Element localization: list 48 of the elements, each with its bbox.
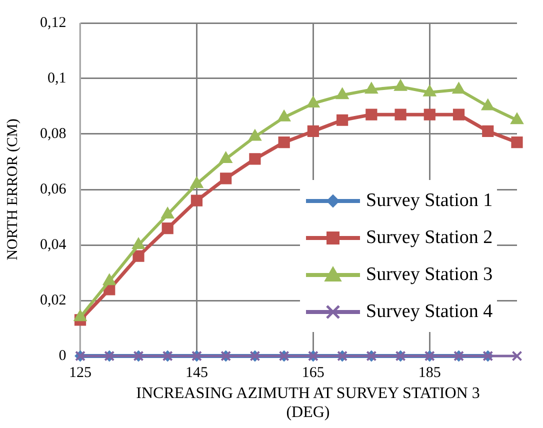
point — [248, 129, 262, 141]
y-tick-label: 0,12 — [40, 14, 66, 31]
point — [132, 250, 144, 262]
x-axis-title: INCREASING AZIMUTH AT SURVEY STATION 3 (DEG) — [135, 384, 481, 422]
point — [512, 350, 522, 362]
point — [481, 98, 494, 110]
point — [102, 274, 116, 286]
point — [162, 222, 174, 234]
point — [394, 108, 406, 120]
point — [482, 125, 494, 138]
legend-label: Survey Station 3 — [366, 264, 493, 286]
y-tick-label: 0 — [58, 348, 66, 364]
point — [423, 84, 436, 96]
y-tick-label: 0,08 — [40, 126, 66, 142]
point — [190, 176, 204, 188]
point — [219, 151, 232, 163]
point — [364, 82, 378, 94]
legend-label: Survey Station 1 — [366, 190, 493, 212]
y-tick-label: 0,04 — [40, 236, 67, 253]
point — [278, 136, 290, 148]
point — [307, 125, 319, 138]
point — [74, 310, 87, 322]
point — [190, 194, 203, 206]
x-tick-label: 125 — [69, 364, 92, 381]
point — [161, 206, 174, 218]
x-tick-label: 165 — [302, 364, 324, 381]
point — [511, 136, 523, 148]
x-tick-label: 145 — [185, 364, 208, 381]
point — [306, 96, 320, 108]
point — [452, 108, 465, 120]
x-tick-label: 185 — [418, 364, 441, 381]
y-axis-title: NORTH ERROR (CM) — [4, 118, 21, 260]
point — [424, 108, 436, 120]
y-tick-label: 0,1 — [48, 70, 66, 86]
legend-label: Survey Station 4 — [366, 300, 493, 322]
point — [510, 112, 524, 124]
point — [278, 110, 291, 122]
y-tick-label: 0,06 — [40, 181, 67, 198]
point — [132, 238, 146, 249]
y-tick-label: 0,02 — [40, 292, 66, 308]
point — [336, 114, 348, 126]
point — [452, 82, 466, 94]
point — [366, 108, 378, 120]
point — [220, 172, 232, 184]
point — [336, 88, 349, 100]
point — [394, 79, 408, 91]
legend-label: Survey Station 2 — [366, 226, 493, 248]
point — [249, 153, 261, 165]
